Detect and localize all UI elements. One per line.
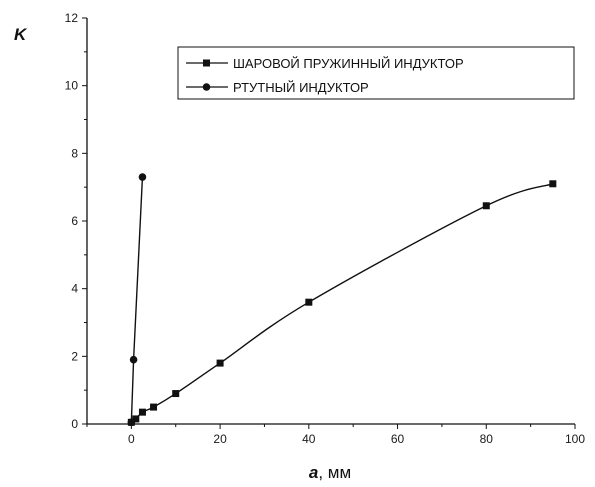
x-tick-label: 40 [302, 432, 316, 446]
legend-label-series-1: ШАРОВОЙ ПРУЖИННЫЙ ИНДУКТОР [233, 56, 464, 71]
ticks: 0 20 40 60 80 100 0 2 4 6 8 10 12 [65, 11, 586, 446]
data-point-series-1 [305, 298, 313, 306]
x-axis-label: a, мм [309, 463, 351, 482]
legend: ШАРОВОЙ ПРУЖИННЫЙ ИНДУКТОР РТУТНЫЙ ИНДУК… [177, 46, 575, 100]
x-tick-label: 80 [480, 432, 494, 446]
legend-label-series-2: РТУТНЫЙ ИНДУКТОР [233, 80, 369, 95]
data-point-series-1 [216, 359, 224, 367]
series-line-2 [130, 176, 144, 423]
data-point-series-2 [138, 173, 147, 181]
y-tick-label: 8 [71, 146, 78, 160]
data-point-series-2 [129, 355, 138, 364]
series [127, 173, 557, 427]
x-tick-label: 100 [565, 432, 585, 446]
data-point-series-1 [172, 390, 180, 398]
data-point-series-1 [132, 415, 140, 423]
y-tick-label: 2 [71, 349, 78, 363]
x-axis-label-unit: , мм [318, 463, 351, 482]
y-tick-label: 10 [65, 79, 79, 93]
legend-marker-series-1 [203, 59, 210, 67]
y-tick-label: 0 [71, 417, 78, 431]
x-axis-label-var: a [309, 463, 318, 482]
data-point-series-1 [150, 403, 158, 411]
series-line-1 [130, 183, 554, 423]
x-tick-label: 60 [391, 432, 405, 446]
data-point-series-1 [138, 408, 146, 416]
legend-marker-series-2 [202, 83, 211, 91]
data-point-series-2 [127, 418, 136, 427]
legend-box [177, 46, 575, 100]
y-tick-label: 6 [71, 214, 78, 228]
y-tick-label: 4 [71, 282, 78, 296]
data-point-series-1 [549, 180, 557, 188]
y-tick-label: 12 [65, 11, 79, 25]
x-tick-label: 20 [213, 432, 227, 446]
data-point-series-1 [482, 202, 490, 210]
y-axis-label: K [14, 25, 28, 44]
x-tick-label: 0 [128, 432, 135, 446]
